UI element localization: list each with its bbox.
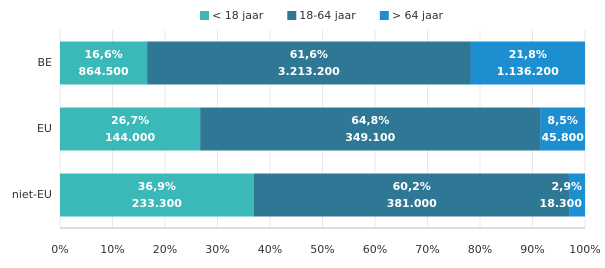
x-tick-label: 40% (258, 243, 282, 256)
x-tick-label: 90% (520, 243, 544, 256)
x-tick-label: 30% (205, 243, 229, 256)
bar-segment (540, 107, 585, 151)
count-label: 1.136.200 (497, 65, 559, 78)
value-label: 36,9% (138, 180, 176, 193)
value-label: 26,7% (111, 114, 149, 127)
bar-segment (470, 41, 585, 85)
x-tick-label: 60% (363, 243, 387, 256)
legend-swatch (200, 11, 209, 20)
x-tick-label: 50% (310, 243, 334, 256)
legend-swatch (287, 11, 297, 20)
count-label: 144.000 (105, 131, 155, 144)
value-label: 16,6% (84, 48, 122, 61)
y-tick-label: niet-EU (12, 188, 52, 201)
x-tick-label: 70% (415, 243, 439, 256)
value-label: 61,6% (290, 48, 328, 61)
value-label: 2,9% (551, 180, 582, 193)
x-tick-label: 20% (153, 243, 177, 256)
bar-segment (569, 173, 585, 217)
count-label: 3.213.200 (278, 65, 340, 78)
count-label: 18.300 (540, 197, 583, 210)
x-tick-label: 10% (100, 243, 124, 256)
value-label: 8,5% (547, 114, 578, 127)
count-label: 233.300 (132, 197, 182, 210)
legend-label: < 18 jaar (212, 9, 264, 22)
bar-segment (253, 173, 570, 217)
count-label: 45.800 (541, 131, 584, 144)
bar-segment (147, 41, 471, 85)
x-tick-label: 80% (468, 243, 492, 256)
bar-segment (60, 41, 148, 85)
bar-segment (200, 107, 541, 151)
bar-segment (60, 107, 201, 151)
bar-segment (60, 173, 254, 217)
value-label: 60,2% (393, 180, 431, 193)
y-tick-label: BE (38, 56, 53, 69)
count-label: 381.000 (387, 197, 437, 210)
legend-label: > 64 jaar (392, 9, 444, 22)
count-label: 349.100 (345, 131, 395, 144)
value-label: 64,8% (351, 114, 389, 127)
legend-label: 18-64 jaar (299, 9, 356, 22)
legend-swatch (379, 11, 389, 20)
x-tick-label: 100% (569, 243, 600, 256)
value-label: 21,8% (509, 48, 547, 61)
y-tick-label: EU (37, 122, 52, 135)
count-label: 864.500 (79, 65, 129, 78)
x-tick-label: 0% (51, 243, 68, 256)
